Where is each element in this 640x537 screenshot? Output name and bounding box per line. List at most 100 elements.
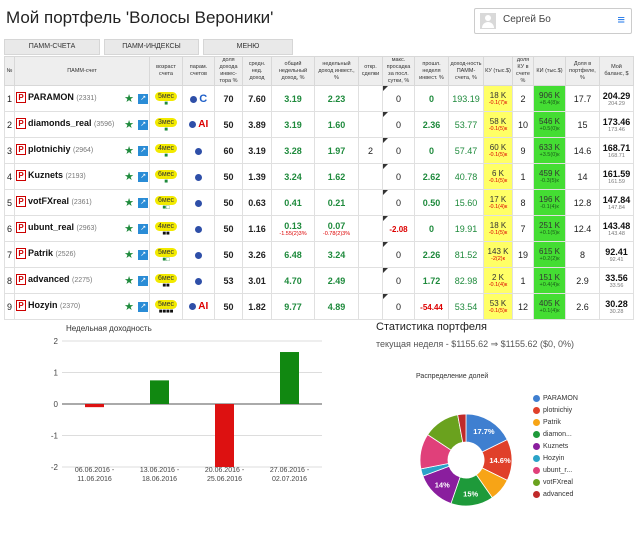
- tab-menu[interactable]: МЕНЮ: [203, 39, 293, 55]
- star-icon[interactable]: ★: [124, 223, 134, 235]
- legend-item[interactable]: PARAMON: [533, 393, 578, 405]
- ku-cell: 58 K -0.1(5)к: [483, 111, 513, 138]
- total-weekly-cell: 6.48: [271, 241, 315, 268]
- account-name[interactable]: ubunt_real: [28, 222, 75, 232]
- ku-value: 18 K: [489, 91, 507, 100]
- portfolio-table: № ПАММ-счет возраст счета парам. счетов доля…: [4, 56, 634, 320]
- total-weekly: 0.41: [284, 197, 302, 208]
- account-name[interactable]: plotnichiy: [28, 144, 71, 154]
- legend-item[interactable]: votFXreal: [533, 477, 578, 489]
- legend-dot-icon: [533, 442, 540, 450]
- account-name-cell[interactable]: P PARAMON (2331) ★ ↗: [14, 85, 150, 112]
- column-header[interactable]: КУ (тыс.$): [483, 56, 513, 86]
- trend-chart-icon[interactable]: ↗: [138, 172, 149, 182]
- column-header[interactable]: доход-ность ПАММ-счета, %: [448, 56, 484, 86]
- trend-chart-icon[interactable]: ↗: [138, 224, 149, 234]
- column-header[interactable]: откр. сделки: [358, 56, 383, 86]
- bar-3: [215, 404, 234, 467]
- star-icon[interactable]: ★: [124, 249, 134, 261]
- star-icon[interactable]: ★: [124, 93, 134, 105]
- account-name[interactable]: Hozyin: [28, 300, 58, 310]
- account-name-cell[interactable]: P Hozyin (2370) ★ ↗: [14, 293, 150, 320]
- user-box[interactable]: Сергей Бо ≡: [474, 8, 632, 34]
- legend-item[interactable]: Patrik: [533, 417, 578, 429]
- account-name[interactable]: diamonds_real: [28, 118, 92, 128]
- account-name[interactable]: Patrik: [28, 248, 54, 258]
- ki-value: 151 K: [539, 273, 560, 282]
- star-icon[interactable]: ★: [124, 301, 134, 313]
- star-icon[interactable]: ★: [124, 171, 134, 183]
- my-balance-sub: 92.41: [609, 256, 624, 263]
- column-header[interactable]: Мой баланс, $: [599, 56, 634, 86]
- column-header[interactable]: макс. просадка за посл. сутки, %: [382, 56, 415, 86]
- investor-share: 70: [214, 85, 243, 112]
- star-icon[interactable]: ★: [124, 275, 134, 287]
- pamm-yield: 53.54: [448, 293, 484, 320]
- table-row[interactable]: 4 P Kuznets (2193) ★ ↗ 6мес ■ 50 1.39 3.24 1.62 0 2…: [4, 163, 634, 190]
- column-header[interactable]: Доля в портфеле, %: [565, 56, 600, 86]
- param-cell: AI: [182, 293, 215, 320]
- legend-label: diamon...: [543, 431, 572, 438]
- column-header[interactable]: общий недельный доход, %: [271, 56, 315, 86]
- account-name[interactable]: PARAMON: [28, 92, 74, 102]
- pie-data-label: 15%: [463, 490, 478, 499]
- column-header[interactable]: КИ (тыс.$): [533, 56, 566, 86]
- ki-sub: +3.5(0)к: [539, 152, 560, 158]
- column-header[interactable]: доля КУ в счете %: [512, 56, 534, 86]
- table-row[interactable]: 9 P Hozyin (2370) ★ ↗ 5мес ■■■■ AI 50 1.82 9.77 4.…: [4, 293, 634, 320]
- trend-chart-icon[interactable]: ↗: [138, 94, 149, 104]
- pie-data-label: 14%: [435, 480, 450, 489]
- trend-chart-icon[interactable]: ↗: [138, 250, 149, 260]
- star-icon[interactable]: ★: [124, 119, 134, 131]
- account-name[interactable]: votFXreal: [28, 196, 70, 206]
- star-icon[interactable]: ★: [124, 145, 134, 157]
- param-cell: [182, 267, 215, 294]
- trend-chart-icon[interactable]: ↗: [138, 198, 149, 208]
- column-header[interactable]: прошл. неделя инвест. %: [414, 56, 449, 86]
- table-row[interactable]: 1 P PARAMON (2331) ★ ↗ 5мес ■ C 70 7.60 3.19 2.23 0…: [4, 85, 634, 112]
- trend-chart-icon[interactable]: ↗: [138, 146, 149, 156]
- trend-chart-icon[interactable]: ↗: [138, 120, 149, 130]
- column-header[interactable]: недельный доход инвест., %: [314, 56, 359, 86]
- account-name[interactable]: Kuznets: [28, 170, 64, 180]
- tab-pamm-indexes[interactable]: ПАММ-ИНДЕКСЫ: [104, 39, 199, 55]
- legend-item[interactable]: diamon...: [533, 429, 578, 441]
- tab-pamm-accounts[interactable]: ПАММ-СЧЕТА: [4, 39, 100, 55]
- trend-chart-icon[interactable]: ↗: [138, 302, 149, 312]
- star-icon[interactable]: ★: [124, 197, 134, 209]
- total-weekly-cell: 0.41: [271, 189, 315, 216]
- max-drawdown-value: 0: [395, 301, 401, 312]
- legend-item[interactable]: advanced: [533, 489, 578, 501]
- column-header[interactable]: парам. счетов: [182, 56, 215, 86]
- column-header[interactable]: доля дохода инвес-тора %: [214, 56, 243, 86]
- column-header[interactable]: средн. нед. доход: [242, 56, 272, 86]
- account-name[interactable]: advanced: [28, 274, 70, 284]
- max-drawdown: 0: [382, 189, 415, 216]
- age-badge: 4мес: [154, 222, 178, 231]
- legend-item[interactable]: plotnichiy: [533, 405, 578, 417]
- legend-item[interactable]: Kuznets: [533, 441, 578, 453]
- legend-label: Patrik: [543, 419, 561, 426]
- column-header[interactable]: возраст счета: [149, 56, 183, 86]
- legend-item[interactable]: ubunt_r...: [533, 465, 578, 477]
- legend-item[interactable]: Hozyin: [533, 453, 578, 465]
- account-name-cell[interactable]: P Kuznets (2193) ★ ↗: [14, 163, 150, 190]
- column-header[interactable]: №: [4, 56, 15, 86]
- table-row[interactable]: 7 P Patrik (2526) ★ ↗ 5мес ■□ 50 3.26 6.48 3.24 0 2…: [4, 241, 634, 268]
- portfolio-share: 2.9: [565, 267, 600, 294]
- column-header[interactable]: ПАММ-счет: [14, 56, 150, 86]
- portfolio-share: 2.6: [565, 293, 600, 320]
- account-name-cell[interactable]: P Patrik (2526) ★ ↗: [14, 241, 150, 268]
- trend-chart-icon[interactable]: ↗: [138, 276, 149, 286]
- hamburger-icon[interactable]: ≡: [617, 12, 625, 27]
